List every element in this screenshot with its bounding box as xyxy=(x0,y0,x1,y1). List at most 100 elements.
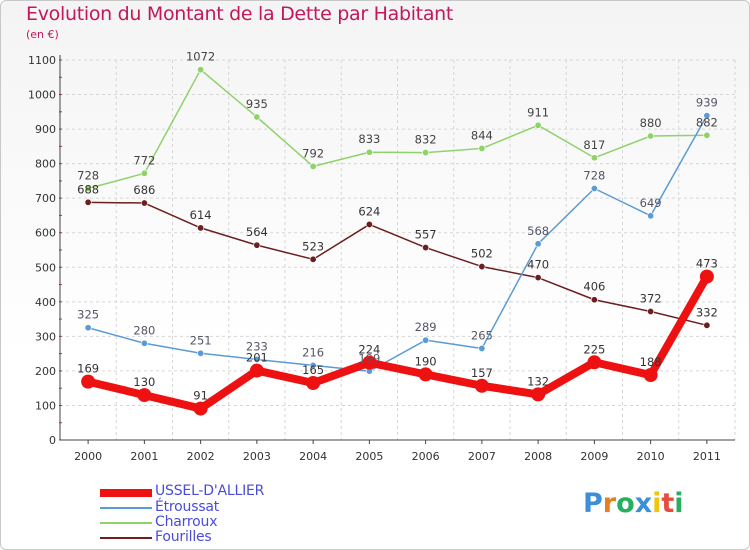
data-point xyxy=(590,296,598,304)
data-point xyxy=(137,388,152,403)
legend-item-etroussat: Étroussat xyxy=(100,499,320,516)
data-label: 190 xyxy=(415,354,437,368)
y-tick-label: 500 xyxy=(35,261,56,274)
legend-label: Fourilles xyxy=(155,529,212,545)
data-label: 939 xyxy=(696,96,718,110)
legend-label: Charroux xyxy=(155,514,218,530)
data-label: 817 xyxy=(583,138,605,152)
x-tick-label: 2004 xyxy=(299,450,327,463)
legend-item-ussel: USSEL-D'ALLIER xyxy=(100,483,320,500)
data-label: 199 xyxy=(358,351,380,365)
data-point xyxy=(81,374,96,389)
data-label: 157 xyxy=(471,366,493,380)
x-tick-label: 2002 xyxy=(187,450,215,463)
data-point xyxy=(362,355,377,370)
y-tick-label: 1000 xyxy=(28,89,56,102)
data-point xyxy=(647,132,655,140)
data-label: 564 xyxy=(246,225,268,239)
data-point xyxy=(534,274,542,282)
data-label: 216 xyxy=(302,345,324,359)
data-point xyxy=(418,367,433,382)
unit-label: (en €) xyxy=(26,28,59,41)
legend-swatch xyxy=(100,507,152,509)
data-point xyxy=(590,185,598,193)
data-label: 225 xyxy=(583,342,605,356)
data-label: 833 xyxy=(358,132,380,146)
data-point xyxy=(84,324,92,332)
data-label: 772 xyxy=(133,153,155,167)
data-point xyxy=(422,336,430,344)
series-line-1 xyxy=(87,114,708,373)
data-point xyxy=(590,154,598,162)
chart-title: Evolution du Montant de la Dette par Hab… xyxy=(26,3,454,25)
data-point xyxy=(365,220,373,228)
data-point xyxy=(534,240,542,248)
data-point xyxy=(249,363,264,378)
legend-swatch xyxy=(100,489,152,497)
data-label: 911 xyxy=(527,105,549,119)
y-tick-label: 300 xyxy=(35,330,56,343)
data-point xyxy=(703,131,711,139)
x-tick-label: 2005 xyxy=(355,450,383,463)
data-label: 1072 xyxy=(186,50,215,64)
x-tick-label: 2008 xyxy=(524,450,552,463)
data-label: 165 xyxy=(302,363,324,377)
data-point xyxy=(531,387,546,402)
data-label: 188 xyxy=(640,355,662,369)
data-label: 224 xyxy=(358,343,380,357)
logo-letter: r xyxy=(602,488,617,519)
data-label: 568 xyxy=(527,224,549,238)
data-label: 372 xyxy=(640,291,662,305)
series-line-0 xyxy=(84,272,711,413)
data-label: 265 xyxy=(471,328,493,342)
data-point xyxy=(699,269,714,284)
y-tick-label: 600 xyxy=(35,227,56,240)
data-point xyxy=(587,355,602,370)
data-point xyxy=(197,224,205,232)
data-point xyxy=(197,66,205,74)
x-tick-label: 2009 xyxy=(580,450,608,463)
data-label: 688 xyxy=(77,182,99,196)
series-lines xyxy=(81,66,714,416)
proxiti-logo: Proxiti xyxy=(583,488,684,519)
axes: 0 100 200 300 400 500 600 700 800 900 1000 1100 2000… xyxy=(28,54,735,463)
data-point xyxy=(647,307,655,315)
data-point xyxy=(197,349,205,357)
data-label: 502 xyxy=(471,247,493,261)
data-point xyxy=(193,401,208,416)
data-label: 728 xyxy=(583,169,605,183)
x-tick-label: 2010 xyxy=(637,450,665,463)
y-tick-label: 100 xyxy=(35,399,56,412)
y-tick-label: 900 xyxy=(35,123,56,136)
data-point xyxy=(140,339,148,347)
data-label: 792 xyxy=(302,146,324,160)
legend-item-charroux: Charroux xyxy=(100,514,320,531)
y-tick-label: 0 xyxy=(49,434,56,447)
logo-letter: x xyxy=(634,488,653,519)
data-label: 130 xyxy=(133,375,155,389)
data-label: 233 xyxy=(246,340,268,354)
legend-swatch xyxy=(100,537,152,539)
logo-letter: P xyxy=(583,488,603,519)
data-label: 406 xyxy=(583,280,605,294)
data-point xyxy=(84,198,92,206)
data-label: 473 xyxy=(696,257,718,271)
data-label: 280 xyxy=(133,323,155,337)
data-label: 470 xyxy=(527,258,549,272)
data-label: 132 xyxy=(527,374,549,388)
data-point xyxy=(306,376,321,390)
data-point xyxy=(365,148,373,156)
data-label: 844 xyxy=(471,128,493,142)
y-tick-label: 800 xyxy=(35,158,56,171)
data-label: 169 xyxy=(77,362,99,376)
data-point xyxy=(253,356,261,364)
data-label: 614 xyxy=(190,208,212,222)
logo-letter: i xyxy=(652,488,662,519)
data-label: 832 xyxy=(415,133,437,147)
y-tick-label: 200 xyxy=(35,365,56,378)
data-point xyxy=(309,162,317,170)
legend-item-fourilles: Fourilles xyxy=(100,529,320,546)
data-label: 289 xyxy=(415,320,437,334)
series-line-3 xyxy=(87,201,708,327)
data-label: 935 xyxy=(246,97,268,111)
